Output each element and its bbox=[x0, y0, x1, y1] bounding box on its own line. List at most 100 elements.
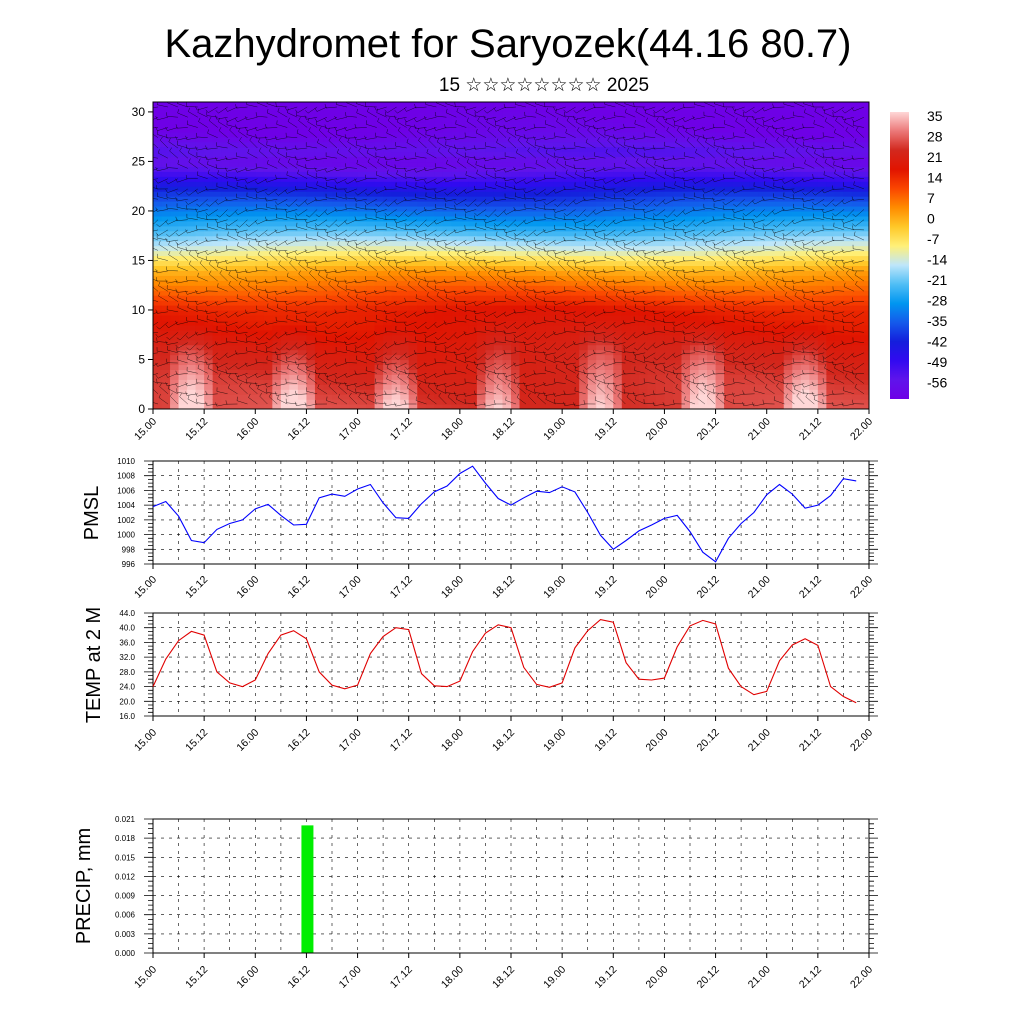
x-tick-label: 16.12 bbox=[285, 727, 312, 754]
y-tick-label: 20.0 bbox=[119, 697, 135, 706]
y-tick-label: 0.006 bbox=[115, 911, 136, 920]
x-tick-label: 20.00 bbox=[643, 416, 670, 443]
precip-bar bbox=[301, 825, 314, 953]
y-tick-label: 24.0 bbox=[119, 683, 135, 692]
x-tick-label: 21.12 bbox=[797, 574, 824, 601]
x-tick-label: 20.12 bbox=[695, 574, 722, 601]
colorbar-label: -35 bbox=[927, 313, 947, 329]
cross-section-panel: 0 5 10 15 20 25 30 15.00 15.12 16.00 16.12 17.00 17… bbox=[132, 101, 875, 443]
y-tick-label: 0.000 bbox=[115, 949, 136, 958]
temp-series-line bbox=[152, 619, 857, 704]
axis-ticks bbox=[144, 818, 878, 954]
temperature-field bbox=[153, 102, 869, 409]
x-tick-label: 20.00 bbox=[643, 964, 670, 991]
x-tick-label: 19.00 bbox=[541, 574, 568, 601]
y-tick-label: 0.012 bbox=[115, 872, 136, 881]
y-tick-label: 1010 bbox=[117, 457, 135, 466]
x-tick-label: 17.00 bbox=[337, 416, 364, 443]
colorbar-label: -7 bbox=[927, 231, 940, 247]
colorbar-label: 14 bbox=[927, 170, 943, 186]
colorbar-label: -14 bbox=[927, 252, 947, 268]
pmsl-panel: 996 998 1000 1002 1004 1006 1008 1010 15.00 15.1… bbox=[81, 457, 878, 601]
x-tick-label: 15.00 bbox=[132, 964, 159, 991]
colorbar-scale bbox=[890, 112, 909, 399]
x-tick-label: 19.12 bbox=[592, 416, 619, 443]
x-tick-label: 18.00 bbox=[439, 416, 466, 443]
y-tick-label: 0 bbox=[138, 402, 145, 416]
y-tick-label: 1000 bbox=[117, 531, 135, 540]
x-tick-label: 18.12 bbox=[490, 574, 517, 601]
colorbar-label: 7 bbox=[927, 190, 935, 206]
x-tick-label: 16.00 bbox=[234, 416, 261, 443]
y-tick-label: 44.0 bbox=[119, 609, 135, 618]
x-tick-label: 17.12 bbox=[388, 416, 415, 443]
x-tick-label: 18.00 bbox=[439, 727, 466, 754]
x-tick-label: 20.12 bbox=[695, 416, 722, 443]
temp-x-axis: 15.00 15.12 16.00 16.12 17.00 17.12 18.00 18.12… bbox=[132, 716, 875, 754]
x-tick-label: 21.12 bbox=[797, 727, 824, 754]
pmsl-axis-label: PMSL bbox=[81, 486, 103, 540]
x-tick-label: 22.00 bbox=[848, 416, 875, 443]
precip-axis-label: PRECIP, mm bbox=[73, 828, 95, 944]
y-tick-label: 16.0 bbox=[119, 712, 135, 721]
x-tick-label: 19.00 bbox=[541, 416, 568, 443]
grid-lines bbox=[152, 460, 870, 565]
colorbar-label: -21 bbox=[927, 272, 947, 288]
colorbar-label: -56 bbox=[927, 375, 947, 391]
colorbar-label: 21 bbox=[927, 149, 943, 165]
temp-axis-label: TEMP at 2 M bbox=[83, 607, 105, 723]
y-tick-label: 25 bbox=[132, 154, 146, 168]
pmsl-grid bbox=[144, 460, 878, 565]
x-tick-label: 20.12 bbox=[695, 964, 722, 991]
chart-title: Kazhydromet for Saryozek(44.16 80.7) bbox=[164, 22, 851, 66]
x-tick-label: 21.00 bbox=[746, 964, 773, 991]
x-tick-label: 16.00 bbox=[234, 964, 261, 991]
colorbar-label: -49 bbox=[927, 354, 947, 370]
precip-y-axis: 0.000 0.003 0.006 0.009 0.012 0.015 0.018 0.021 bbox=[115, 815, 136, 958]
cross-section-y-axis: 0 5 10 15 20 25 30 bbox=[132, 105, 153, 416]
x-tick-label: 16.00 bbox=[234, 574, 261, 601]
x-tick-label: 19.12 bbox=[592, 964, 619, 991]
x-tick-label: 18.00 bbox=[439, 964, 466, 991]
y-tick-label: 998 bbox=[122, 545, 136, 554]
temp-y-axis: 16.0 20.0 24.0 28.0 32.0 36.0 40.0 44.0 bbox=[119, 609, 135, 721]
x-tick-label: 18.00 bbox=[439, 574, 466, 601]
x-tick-label: 15.00 bbox=[132, 416, 159, 443]
y-tick-label: 36.0 bbox=[119, 638, 135, 647]
x-tick-label: 16.12 bbox=[285, 574, 312, 601]
y-tick-label: 1002 bbox=[117, 516, 135, 525]
axis-ticks bbox=[144, 460, 878, 565]
x-tick-label: 17.00 bbox=[337, 727, 364, 754]
colorbar-label: 0 bbox=[927, 211, 935, 227]
y-tick-label: 1008 bbox=[117, 472, 135, 481]
x-tick-label: 17.12 bbox=[388, 574, 415, 601]
x-tick-label: 17.12 bbox=[388, 727, 415, 754]
x-tick-label: 15.12 bbox=[183, 727, 210, 754]
x-tick-label: 15.12 bbox=[183, 416, 210, 443]
x-tick-label: 18.12 bbox=[490, 727, 517, 754]
wind-barb-lines bbox=[153, 102, 865, 407]
precip-bars bbox=[301, 825, 314, 953]
y-tick-label: 32.0 bbox=[119, 653, 135, 662]
x-tick-label: 15.00 bbox=[132, 727, 159, 754]
axis-ticks bbox=[144, 612, 878, 717]
y-tick-label: 15 bbox=[132, 253, 146, 267]
x-tick-label: 16.12 bbox=[285, 416, 312, 443]
colorbar-label: 35 bbox=[927, 108, 943, 124]
y-tick-label: 0.015 bbox=[115, 853, 136, 862]
y-tick-label: 5 bbox=[138, 352, 145, 366]
y-tick-label: 1006 bbox=[117, 486, 135, 495]
x-tick-label: 20.00 bbox=[643, 574, 670, 601]
colorbar-labels: 35 28 21 14 7 0 -7 -14 -21 -28 -35 -42 -49 -56 bbox=[927, 108, 947, 391]
pmsl-series-line bbox=[152, 465, 857, 563]
y-tick-label: 10 bbox=[132, 303, 146, 317]
x-tick-label: 17.00 bbox=[337, 964, 364, 991]
precip-grid bbox=[144, 818, 878, 954]
x-tick-label: 18.12 bbox=[490, 964, 517, 991]
x-tick-label: 17.12 bbox=[388, 964, 415, 991]
x-tick-label: 20.12 bbox=[695, 727, 722, 754]
x-tick-label: 19.00 bbox=[541, 964, 568, 991]
x-tick-label: 19.00 bbox=[541, 727, 568, 754]
x-tick-label: 21.12 bbox=[797, 416, 824, 443]
